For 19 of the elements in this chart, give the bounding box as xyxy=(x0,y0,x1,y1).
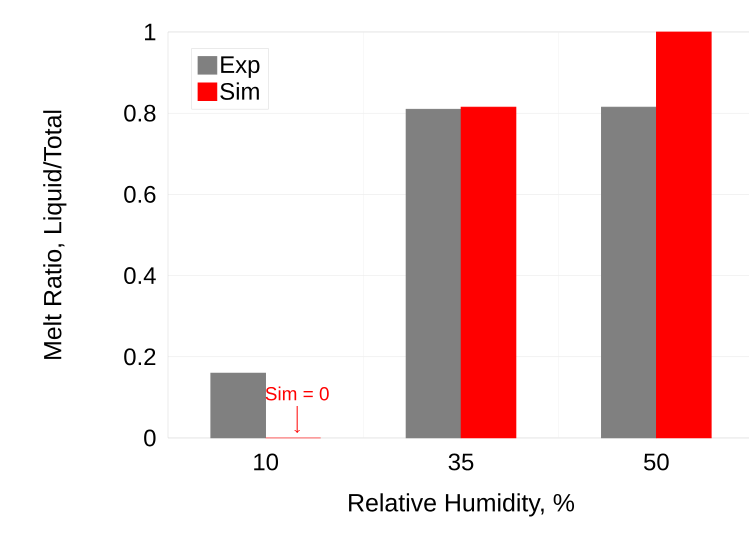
y-tick-label: 0.4 xyxy=(124,267,156,284)
y-tick-label: 0.2 xyxy=(124,348,156,366)
y-axis-title: Melt Ratio, Liquid/Total xyxy=(43,110,66,359)
y-tick-label: 0.6 xyxy=(124,186,156,203)
x-tick-label: 10 xyxy=(254,454,278,470)
annotation: Sim = 0 xyxy=(266,386,329,400)
x-tick-label: 50 xyxy=(644,454,669,470)
bar xyxy=(460,106,516,438)
y-tick-label: 0.8 xyxy=(124,104,156,122)
bar xyxy=(406,108,462,438)
bar xyxy=(210,372,266,438)
y-tick-label: 0 xyxy=(144,430,156,446)
legend-label: Sim xyxy=(220,82,259,100)
bar xyxy=(601,106,657,438)
x-tick-label: 35 xyxy=(448,454,474,470)
x-axis-title: Relative Humidity, % xyxy=(349,493,574,516)
legend-label: Exp xyxy=(221,56,260,78)
bar xyxy=(656,32,712,438)
y-tick-label: 1 xyxy=(145,24,156,40)
